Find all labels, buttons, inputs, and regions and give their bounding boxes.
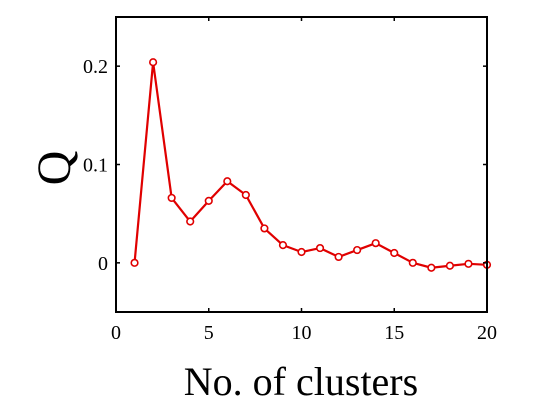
data-point (334, 252, 343, 262)
data-point (204, 196, 213, 205)
data-point (353, 245, 362, 255)
x-tick-label: 5 (204, 322, 214, 344)
x-tick-label: 20 (477, 322, 497, 344)
data-point (278, 241, 288, 250)
data-point (390, 248, 399, 258)
y-tick-label: 0.1 (83, 155, 108, 177)
y-tick-label: 0 (98, 253, 108, 275)
plot-layer (130, 58, 492, 272)
data-point (186, 217, 195, 226)
data-point (408, 258, 417, 267)
y-tick-label: 0.2 (83, 56, 108, 78)
data-point (371, 239, 380, 248)
data-point (315, 243, 325, 253)
x-tick-label: 10 (292, 322, 312, 344)
x-tick-label: 15 (384, 322, 404, 344)
data-point (167, 193, 176, 203)
axis-layer: 0 5 10 15 20 0 0.1 0.2 (83, 16, 497, 344)
y-axis-title: Q (28, 151, 81, 186)
data-point (260, 224, 269, 233)
data-point (427, 263, 436, 272)
data-point (297, 247, 306, 257)
data-point (445, 261, 455, 270)
data-point (464, 259, 473, 268)
series-line (133, 61, 488, 269)
data-point (149, 58, 158, 67)
x-tick-label: 0 (111, 322, 121, 344)
data-point (130, 258, 139, 267)
data-point (241, 190, 250, 200)
x-axis-title: No. of clusters (184, 359, 418, 402)
data-point (223, 177, 232, 186)
